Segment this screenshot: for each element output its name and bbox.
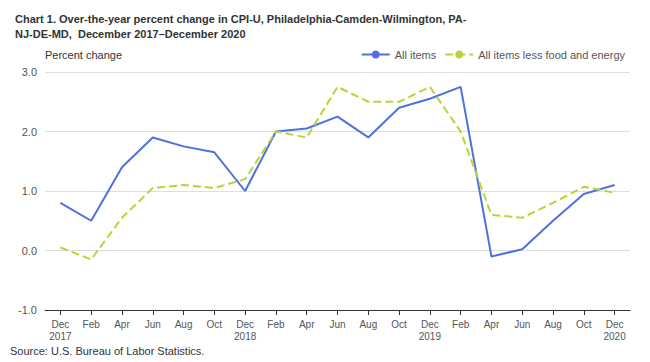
svg-text:2020: 2020 — [603, 331, 626, 342]
svg-text:Aug: Aug — [359, 319, 377, 330]
svg-text:Percent change: Percent change — [45, 49, 122, 61]
svg-text:2019: 2019 — [419, 331, 442, 342]
svg-text:Chart 1. Over-the-year percent: Chart 1. Over-the-year percent change in… — [15, 13, 467, 25]
svg-text:3.0: 3.0 — [22, 66, 37, 78]
svg-text:Source: U.S. Bureau of Labor S: Source: U.S. Bureau of Labor Statistics. — [10, 345, 204, 357]
svg-text:Feb: Feb — [452, 319, 470, 330]
svg-text:Jun: Jun — [329, 319, 345, 330]
svg-text:Feb: Feb — [83, 319, 101, 330]
svg-text:0.0: 0.0 — [22, 245, 37, 257]
svg-text:2018: 2018 — [234, 331, 257, 342]
svg-text:Apr: Apr — [484, 319, 500, 330]
svg-text:Dec: Dec — [236, 319, 254, 330]
svg-text:-1.0: -1.0 — [18, 304, 37, 316]
svg-text:Oct: Oct — [576, 319, 592, 330]
svg-text:Apr: Apr — [114, 319, 130, 330]
svg-text:NJ-DE-MD, December 2017–Decem: NJ-DE-MD, December 2017–December 2020 — [15, 28, 246, 40]
svg-text:All items: All items — [395, 49, 437, 61]
svg-text:1.0: 1.0 — [22, 185, 37, 197]
svg-text:Dec: Dec — [421, 319, 439, 330]
svg-text:Dec: Dec — [51, 319, 69, 330]
svg-text:Jun: Jun — [514, 319, 530, 330]
svg-text:2.0: 2.0 — [22, 126, 37, 138]
svg-text:Feb: Feb — [267, 319, 285, 330]
svg-text:Apr: Apr — [299, 319, 315, 330]
svg-text:Dec: Dec — [606, 319, 624, 330]
svg-text:Aug: Aug — [544, 319, 562, 330]
svg-text:Oct: Oct — [207, 319, 223, 330]
svg-text:Aug: Aug — [175, 319, 193, 330]
svg-text:Jun: Jun — [145, 319, 161, 330]
svg-text:All items less food and energy: All items less food and energy — [478, 49, 625, 61]
svg-text:2017: 2017 — [49, 331, 72, 342]
svg-text:Oct: Oct — [391, 319, 407, 330]
